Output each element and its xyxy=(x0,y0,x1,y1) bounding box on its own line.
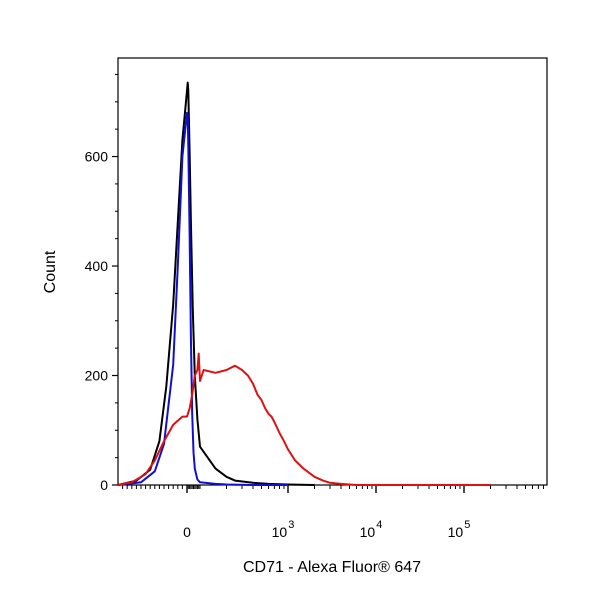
plot-frame xyxy=(117,57,548,486)
y-axis-title: Count xyxy=(42,250,59,293)
y-axis: 0 200 400 600 xyxy=(85,149,118,493)
y-axis-minor-ticks xyxy=(115,73,118,459)
x-tick-label: 103 xyxy=(272,519,295,540)
y-tick-label: 200 xyxy=(85,368,109,384)
series-line-blue xyxy=(117,111,288,486)
x-tick-label: 105 xyxy=(448,519,471,540)
y-tick-label: 400 xyxy=(85,258,109,274)
series-line-black xyxy=(117,81,315,486)
y-tick-label: 600 xyxy=(85,149,109,165)
series-line-red xyxy=(117,352,491,486)
x-axis: 0 103 104 105 xyxy=(183,485,470,540)
x-tick-label: 104 xyxy=(360,519,383,540)
x-axis-title: CD71 - Alexa Fluor® 647 xyxy=(243,559,421,576)
series-layer xyxy=(117,81,491,486)
x-tick-label: 0 xyxy=(183,524,191,540)
y-tick-label: 0 xyxy=(100,477,108,493)
